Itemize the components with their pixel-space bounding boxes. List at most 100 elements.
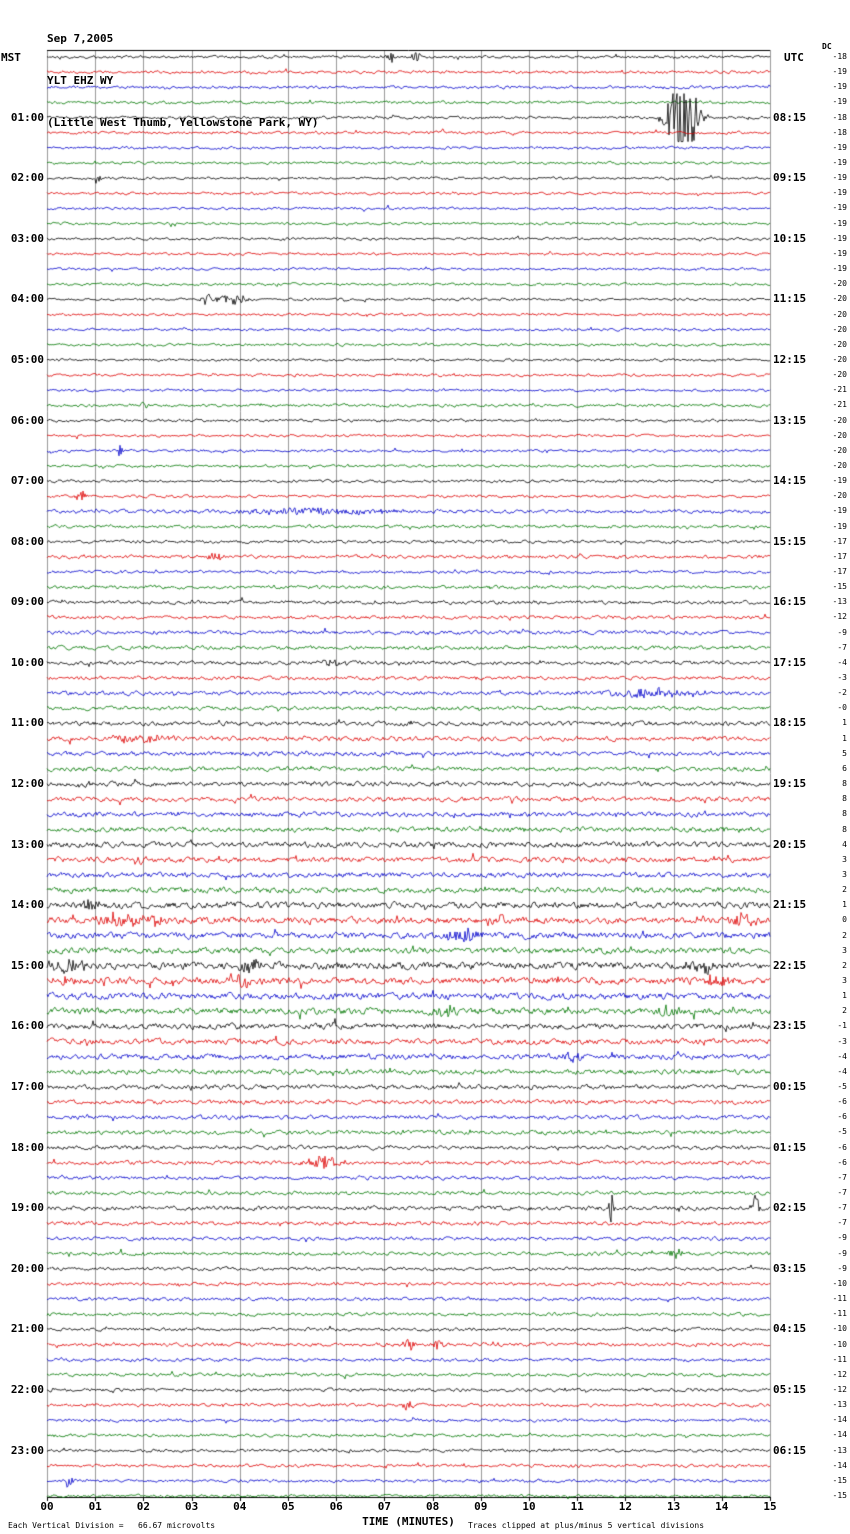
dc-value: -19 [832,67,847,77]
x-tick-label: 08 [425,1500,440,1513]
dc-offset-label: DC [822,42,832,51]
dc-value: 2 [842,1006,847,1016]
dc-value: -13 [832,597,847,607]
utc-hour-label: 02:15 [773,1201,807,1215]
dc-value: -19 [832,506,847,516]
dc-value: -21 [832,400,847,410]
dc-value: -12 [832,612,847,622]
dc-value: -19 [832,248,847,258]
dc-value: -6 [837,1112,847,1122]
x-tick-label: 13 [666,1500,681,1513]
dc-value: -18 [832,127,847,137]
mst-hour-label: 12:00 [10,777,44,791]
dc-value: -20 [832,339,847,349]
utc-hour-label: 09:15 [773,171,807,185]
left-axis-label: MST [1,51,21,64]
header: Sep 7,2005 YLT EHZ WY (Little West Thumb… [47,4,319,144]
x-tick-label: 00 [40,1500,54,1513]
utc-hour-label: 23:15 [773,1019,807,1033]
dc-value: -7 [837,1188,847,1198]
dc-value: -10 [832,1278,847,1288]
dc-value: -5 [837,1127,847,1137]
mst-hour-label: 03:00 [10,231,44,245]
dc-value: 1 [842,900,847,910]
utc-hour-label: 14:15 [773,474,807,488]
header-date: Sep 7,2005 [47,32,114,45]
utc-hour-label: 03:15 [773,1261,807,1275]
dc-value: -15 [832,1475,847,1485]
dc-value: -0 [837,703,847,713]
dc-value: -19 [832,82,847,92]
mst-hour-label: 20:00 [10,1261,44,1275]
mst-hour-label: 22:00 [10,1382,44,1396]
utc-hour-label: 22:15 [773,958,807,972]
dc-value: -19 [832,218,847,228]
x-tick-label: 06 [329,1500,343,1513]
utc-hour-label: 16:15 [773,595,807,609]
dc-value: -3 [837,1036,847,1046]
mst-hour-label: 09:00 [10,595,44,609]
dc-value: -9 [837,1263,847,1273]
dc-value: 1 [842,733,847,743]
mst-hour-label: 13:00 [10,837,44,851]
dc-value: -17 [832,536,847,546]
mst-hour-label: 04:00 [10,292,44,306]
utc-hour-label: 17:15 [773,655,807,669]
x-tick-label: 01 [88,1500,102,1513]
dc-value: -20 [832,460,847,470]
dc-value: -4 [837,1066,847,1076]
utc-hour-label: 00:15 [773,1080,807,1094]
dc-value: -20 [832,279,847,289]
dc-value: -9 [837,627,847,637]
utc-hour-label: 05:15 [773,1382,807,1396]
dc-value: -20 [832,354,847,364]
dc-value: -20 [832,324,847,334]
mst-hour-label: 18:00 [10,1140,44,1154]
mst-hour-label: 17:00 [10,1080,44,1094]
x-tick-label: 03 [184,1500,199,1513]
dc-value: -14 [832,1415,847,1425]
x-axis-title: TIME (MINUTES) [362,1515,455,1528]
dc-value: -19 [832,142,847,152]
dc-value: -11 [832,1354,847,1364]
dc-value: -7 [837,1172,847,1182]
dc-value: 3 [842,945,847,955]
utc-hour-label: 20:15 [773,837,807,851]
dc-value: -20 [832,294,847,304]
header-station: YLT EHZ WY [47,74,114,87]
mst-hour-label: 16:00 [10,1019,44,1033]
dc-value: -5 [837,1082,847,1092]
mst-hour-label: 07:00 [10,474,44,488]
x-tick-label: 12 [618,1500,633,1513]
x-tick-label: 09 [474,1500,488,1513]
dc-value: -7 [837,1218,847,1228]
dc-value: -19 [832,188,847,198]
dc-value: 2 [842,885,847,895]
utc-hour-label: 15:15 [773,534,807,548]
x-tick-label: 15 [763,1500,777,1513]
dc-value: -3 [837,673,847,683]
dc-value: -20 [832,491,847,501]
mst-hour-label: 19:00 [10,1201,44,1215]
x-tick-label: 10 [522,1500,536,1513]
dc-value: 6 [842,763,847,773]
dc-value: -9 [837,1233,847,1243]
dc-value: -11 [832,1294,847,1304]
dc-value: -13 [832,1445,847,1455]
dc-value: -19 [832,97,847,107]
utc-hour-label: 12:15 [773,352,807,366]
dc-value: -21 [832,385,847,395]
mst-hour-label: 08:00 [10,534,44,548]
footer-clip-note: Traces clipped at plus/minus 5 vertical … [468,1521,705,1530]
dc-value: -20 [832,370,847,380]
mst-hour-label: 14:00 [10,898,44,912]
mst-hour-label: 23:00 [10,1443,44,1457]
x-tick-label: 02 [136,1500,151,1513]
dc-value: 0 [842,915,847,925]
mst-hour-label: 06:00 [10,413,44,427]
dc-value: -11 [832,1309,847,1319]
dc-value: -13 [832,1400,847,1410]
dc-value: 2 [842,930,847,940]
footer-scale-note: Each Vertical Division = 66.67 microvolt… [8,1521,216,1530]
